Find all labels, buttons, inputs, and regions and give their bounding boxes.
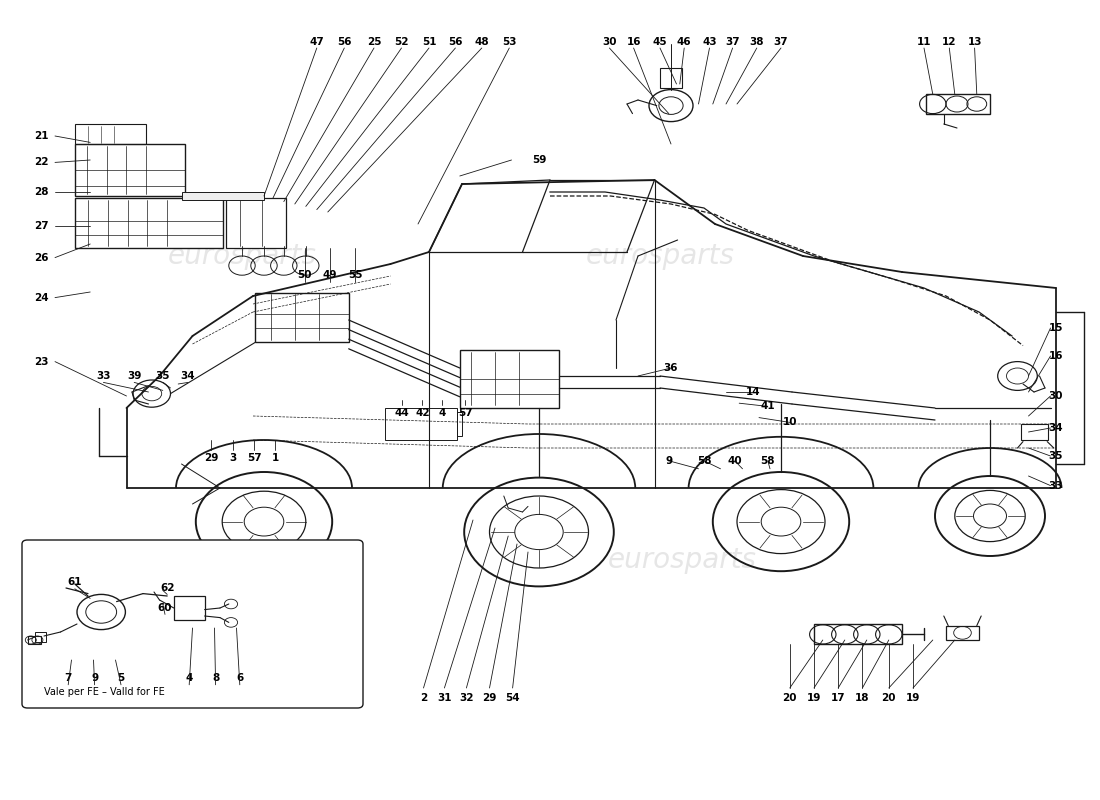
Text: 55: 55 — [348, 270, 363, 280]
Text: 32: 32 — [459, 693, 474, 702]
Text: 34: 34 — [1048, 423, 1064, 433]
Bar — [226, 198, 286, 248]
FancyBboxPatch shape — [22, 540, 363, 708]
Text: 38: 38 — [749, 38, 764, 47]
Text: Vale per FE – Valld for FE: Vale per FE – Valld for FE — [44, 687, 165, 697]
Bar — [75, 144, 185, 196]
Text: 15: 15 — [1048, 323, 1064, 333]
Text: eurosparts: eurosparts — [167, 242, 317, 270]
Text: 57: 57 — [246, 453, 262, 462]
Text: 29: 29 — [482, 693, 497, 702]
Text: 27: 27 — [34, 221, 50, 230]
Text: 35: 35 — [155, 371, 170, 381]
Text: 54: 54 — [505, 693, 520, 702]
Text: 61: 61 — [67, 578, 82, 587]
Text: 34: 34 — [180, 371, 196, 381]
Text: 17: 17 — [830, 693, 846, 702]
Text: 24: 24 — [34, 293, 50, 302]
Text: eurosparts: eurosparts — [585, 242, 735, 270]
Text: 33: 33 — [96, 371, 111, 381]
Text: 13: 13 — [967, 38, 982, 47]
Text: 19: 19 — [806, 693, 822, 702]
Text: 40: 40 — [727, 456, 742, 466]
Bar — [174, 596, 205, 620]
Text: 6: 6 — [236, 674, 243, 683]
Text: 37: 37 — [725, 38, 740, 47]
Text: 9: 9 — [666, 456, 672, 466]
Text: 19: 19 — [905, 693, 921, 702]
Text: 23: 23 — [34, 357, 50, 366]
Bar — [456, 412, 462, 436]
Text: 9: 9 — [91, 674, 98, 683]
Text: 7: 7 — [65, 674, 72, 683]
Text: 10: 10 — [782, 418, 797, 427]
Text: 36: 36 — [663, 363, 679, 373]
Text: 33: 33 — [1048, 481, 1064, 490]
Text: 52: 52 — [394, 38, 409, 47]
Text: 5: 5 — [118, 674, 124, 683]
Bar — [385, 408, 456, 440]
Text: 29: 29 — [204, 453, 219, 462]
Text: 49: 49 — [322, 270, 338, 280]
Text: 46: 46 — [676, 38, 692, 47]
Text: 20: 20 — [782, 693, 797, 702]
Text: 47: 47 — [309, 38, 324, 47]
Text: 62: 62 — [160, 583, 175, 593]
Text: 41: 41 — [760, 402, 775, 411]
Text: 56: 56 — [337, 38, 352, 47]
Text: 3: 3 — [230, 453, 236, 462]
Text: 16: 16 — [626, 38, 641, 47]
Text: 20: 20 — [881, 693, 896, 702]
Text: 50: 50 — [297, 270, 312, 280]
Bar — [28, 636, 41, 644]
Text: 26: 26 — [34, 253, 50, 262]
Text: 42: 42 — [415, 408, 430, 418]
Text: 31: 31 — [437, 693, 452, 702]
Text: 60: 60 — [157, 603, 173, 613]
Text: eurosparts: eurosparts — [607, 546, 757, 574]
Text: 1: 1 — [272, 453, 278, 462]
Text: 11: 11 — [916, 38, 932, 47]
Text: 48: 48 — [474, 38, 490, 47]
Text: eurosparts: eurosparts — [167, 546, 317, 574]
Text: 30: 30 — [1048, 391, 1064, 401]
Text: 35: 35 — [1048, 451, 1064, 461]
Text: 2: 2 — [420, 693, 427, 702]
Text: 57: 57 — [458, 408, 473, 418]
Text: 14: 14 — [746, 387, 761, 397]
Text: 39: 39 — [126, 371, 142, 381]
Text: 56: 56 — [448, 38, 463, 47]
Bar — [946, 626, 979, 640]
Text: 8: 8 — [212, 674, 219, 683]
Text: 59: 59 — [531, 155, 547, 165]
Text: 22: 22 — [34, 158, 50, 167]
Text: 43: 43 — [702, 38, 717, 47]
Bar — [1021, 424, 1048, 440]
Text: 30: 30 — [602, 38, 617, 47]
Bar — [35, 632, 46, 642]
Text: 58: 58 — [696, 456, 712, 466]
Bar — [75, 124, 146, 144]
Text: 4: 4 — [186, 674, 192, 683]
Bar — [660, 68, 682, 88]
Bar — [814, 624, 902, 644]
Text: 4: 4 — [439, 408, 446, 418]
Text: 21: 21 — [34, 131, 50, 141]
Text: 18: 18 — [855, 693, 870, 702]
Text: 53: 53 — [502, 38, 517, 47]
Bar — [182, 192, 264, 200]
Bar — [75, 198, 223, 248]
Bar — [255, 293, 349, 342]
Text: 28: 28 — [34, 187, 50, 197]
Text: 37: 37 — [773, 38, 789, 47]
Text: 25: 25 — [366, 38, 382, 47]
Bar — [926, 94, 990, 114]
Text: 12: 12 — [942, 38, 957, 47]
Text: 51: 51 — [421, 38, 437, 47]
Text: 45: 45 — [652, 38, 668, 47]
Text: 16: 16 — [1048, 351, 1064, 361]
Text: 44: 44 — [394, 408, 409, 418]
Bar — [460, 350, 559, 408]
Text: 58: 58 — [760, 456, 775, 466]
